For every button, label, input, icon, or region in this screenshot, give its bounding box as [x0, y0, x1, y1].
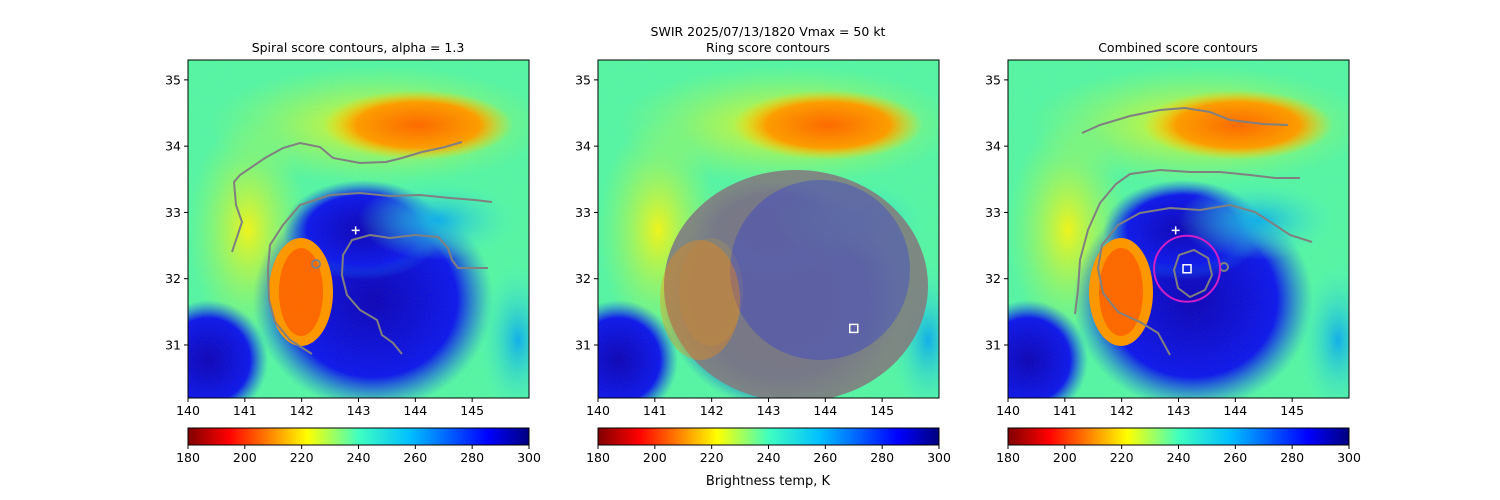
x-tick-label: 143	[1167, 403, 1191, 418]
y-tick-label: 33	[985, 205, 1001, 220]
colorbar-tick-label: 200	[233, 450, 257, 465]
square-marker	[849, 323, 859, 334]
x-tick-label: 142	[1110, 403, 1134, 418]
y-tick-label: 32	[985, 271, 1001, 286]
y-tick-label: 31	[575, 337, 591, 352]
panel-title-combined: Combined score contours	[1098, 40, 1258, 55]
colorbar-tick-label: 300	[517, 450, 541, 465]
y-tick-label: 34	[165, 139, 181, 154]
y-tick-label: 31	[165, 337, 181, 352]
colorbar-tick-label: 260	[1223, 450, 1247, 465]
colorbar-tick-label: 220	[700, 450, 724, 465]
y-tick-label: 33	[165, 205, 181, 220]
x-tick-label: 141	[233, 403, 257, 418]
panel-combined: Combined score contours 140 141 142 143 144 1…	[968, 40, 1378, 465]
x-tick-label: 145	[1280, 403, 1304, 418]
satellite-image-ring	[558, 60, 968, 398]
colorbar-ring	[597, 427, 940, 446]
panel-title-spiral: Spiral score contours, alpha = 1.3	[252, 40, 465, 55]
spiral-contour-core	[340, 233, 488, 355]
x-tick-label: 142	[290, 403, 314, 418]
satellite-image-combined	[968, 60, 1378, 420]
colorbar-tick-label: 220	[1110, 450, 1134, 465]
colorbar-tick-label: 200	[1053, 450, 1077, 465]
y-tick-label: 35	[985, 72, 1001, 87]
x-tick-label: 144	[403, 403, 427, 418]
colorbar-tick-label: 260	[403, 450, 427, 465]
x-tick-label: 145	[870, 403, 894, 418]
x-tick-label: 140	[586, 403, 610, 418]
y-tick-label: 32	[575, 271, 591, 286]
colorbar-tick-label: 280	[1280, 450, 1304, 465]
colorbar-tick-label: 220	[290, 450, 314, 465]
x-tick-label: 142	[700, 403, 724, 418]
colorbar-spiral	[187, 427, 530, 446]
colorbar-tick-label: 180	[586, 450, 610, 465]
ring-cloud-orange	[660, 240, 740, 360]
x-tick-label: 144	[813, 403, 837, 418]
x-tick-label: 141	[1053, 403, 1077, 418]
panel-spiral: Spiral score contours, alpha = 1.3 140 14…	[148, 40, 558, 465]
wind-radius-circle	[1153, 234, 1221, 303]
x-tick-label: 143	[347, 403, 371, 418]
x-tick-label: 140	[996, 403, 1020, 418]
spiral-small-loop	[311, 259, 321, 269]
x-tick-label: 145	[460, 403, 484, 418]
x-tick-label: 141	[643, 403, 667, 418]
center-plus-marker	[351, 226, 360, 235]
panel-title-ring: Ring score contours	[706, 40, 830, 55]
y-tick-label: 34	[575, 139, 591, 154]
colorbar-tick-label: 240	[757, 450, 781, 465]
figure-suptitle: SWIR 2025/07/13/1820 Vmax = 50 kt	[651, 24, 886, 39]
y-tick-label: 35	[575, 72, 591, 87]
colorbar-tick-label: 300	[927, 450, 951, 465]
colorbar-combined	[1007, 427, 1350, 446]
ring-cloud-blue	[730, 180, 910, 360]
combined-contour-mid	[1096, 203, 1313, 356]
colorbar-tick-label: 180	[996, 450, 1020, 465]
colorbar-tick-label: 280	[460, 450, 484, 465]
ring-contour-cloud	[664, 170, 928, 398]
satellite-image-spiral	[148, 60, 558, 420]
y-tick-label: 34	[985, 139, 1001, 154]
spiral-contour-inner	[266, 191, 493, 355]
colorbar-tick-label: 280	[870, 450, 894, 465]
colorbar-tick-label: 300	[1337, 450, 1361, 465]
y-tick-label: 32	[165, 271, 181, 286]
square-marker	[1182, 264, 1192, 274]
center-plus-marker	[1171, 226, 1180, 235]
panel-ring: SWIR 2025/07/13/1820 Vmax = 50 kt Ring s…	[558, 24, 968, 489]
combined-contour-top	[1081, 106, 1289, 134]
y-tick-label: 33	[575, 205, 591, 220]
x-tick-label: 140	[176, 403, 200, 418]
x-tick-label: 144	[1223, 403, 1247, 418]
colorbar-tick-label: 180	[176, 450, 200, 465]
colorbar-tick-label: 260	[813, 450, 837, 465]
x-tick-label: 143	[757, 403, 781, 418]
colorbar-tick-label: 240	[1167, 450, 1191, 465]
spiral-contour-outer	[231, 141, 463, 253]
colorbar-label: Brightness temp, K	[706, 474, 831, 489]
colorbar-tick-label: 240	[347, 450, 371, 465]
combined-contour-core	[1172, 248, 1214, 299]
combined-contour-outer	[1074, 168, 1300, 315]
y-tick-label: 31	[985, 337, 1001, 352]
colorbar-tick-label: 200	[643, 450, 667, 465]
y-tick-label: 35	[165, 72, 181, 87]
